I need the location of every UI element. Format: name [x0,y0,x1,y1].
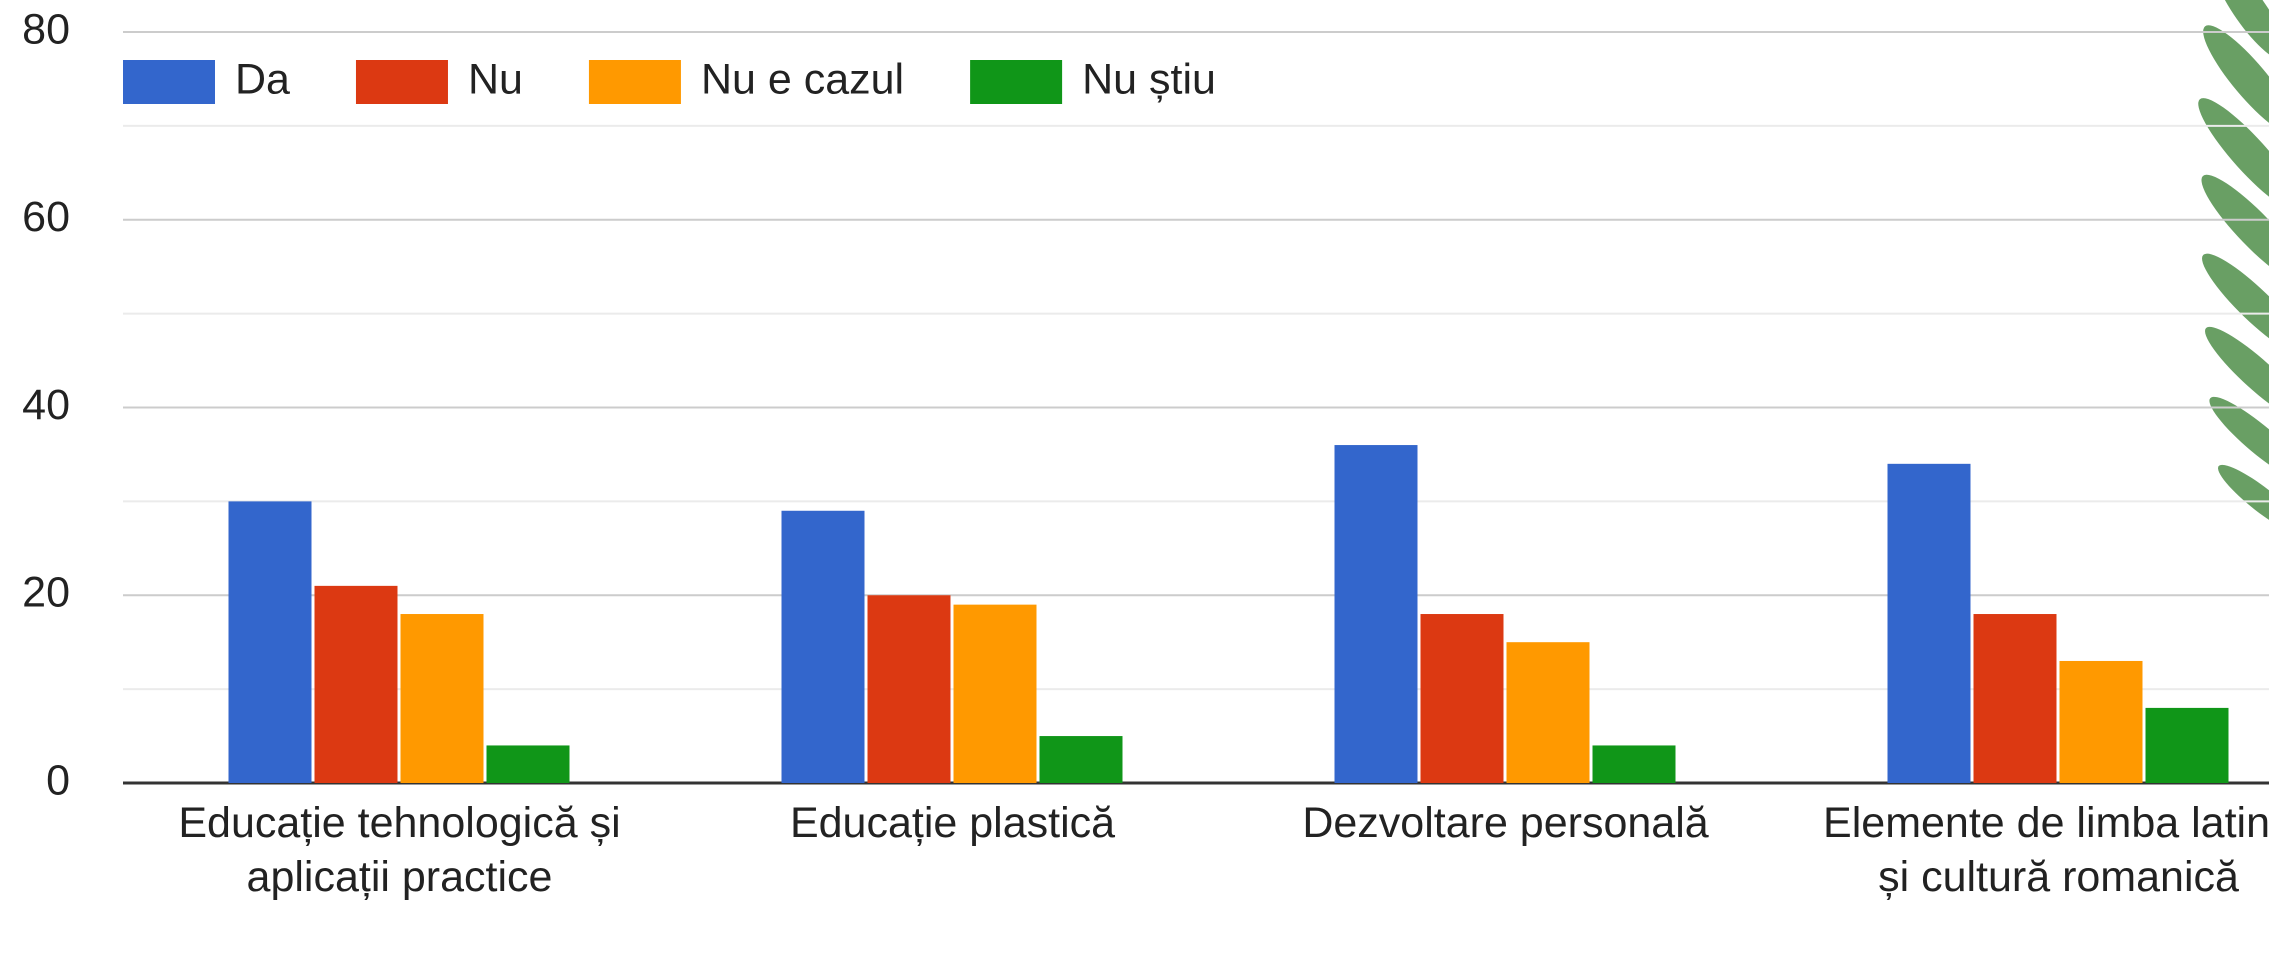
bar [782,511,865,783]
y-tick-label: 0 [46,756,70,804]
y-tick-label: 80 [22,5,70,53]
y-tick-label: 20 [22,569,70,617]
bar [1593,745,1676,783]
bar [229,501,312,783]
bar [1888,464,1971,783]
legend-swatch [970,60,1062,104]
bar [868,595,951,783]
legend-swatch [589,60,681,104]
bar [954,605,1037,783]
bar [487,745,570,783]
bar [2060,661,2143,783]
bar [1421,614,1504,783]
legend-label: Nu e cazul [701,55,904,103]
y-tick-label: 60 [22,193,70,241]
legend-label: Da [235,55,290,103]
x-tick-label: Educație tehnologică și aplicații practi… [145,796,655,904]
bar [401,614,484,783]
x-tick-label: Dezvoltare personală [1251,796,1761,850]
bar [2146,708,2229,783]
leaf-decoration [2187,0,2269,543]
legend-swatch [356,60,448,104]
bar [1507,642,1590,783]
bar [315,586,398,783]
legend-label: Nu [468,55,523,103]
y-tick-label: 40 [22,381,70,429]
x-tick-label: Elemente de limba latină și cultură roma… [1804,796,2269,904]
legend-label: Nu știu [1082,55,1216,103]
x-tick-label: Educație plastică [698,796,1208,850]
bar [1335,445,1418,783]
chart-container: 0 20 40 60 80 Da Nu Nu e cazul Nu știu Educație … [0,0,2269,968]
bar [1974,614,2057,783]
legend-swatch [123,60,215,104]
bar [1040,736,1123,783]
